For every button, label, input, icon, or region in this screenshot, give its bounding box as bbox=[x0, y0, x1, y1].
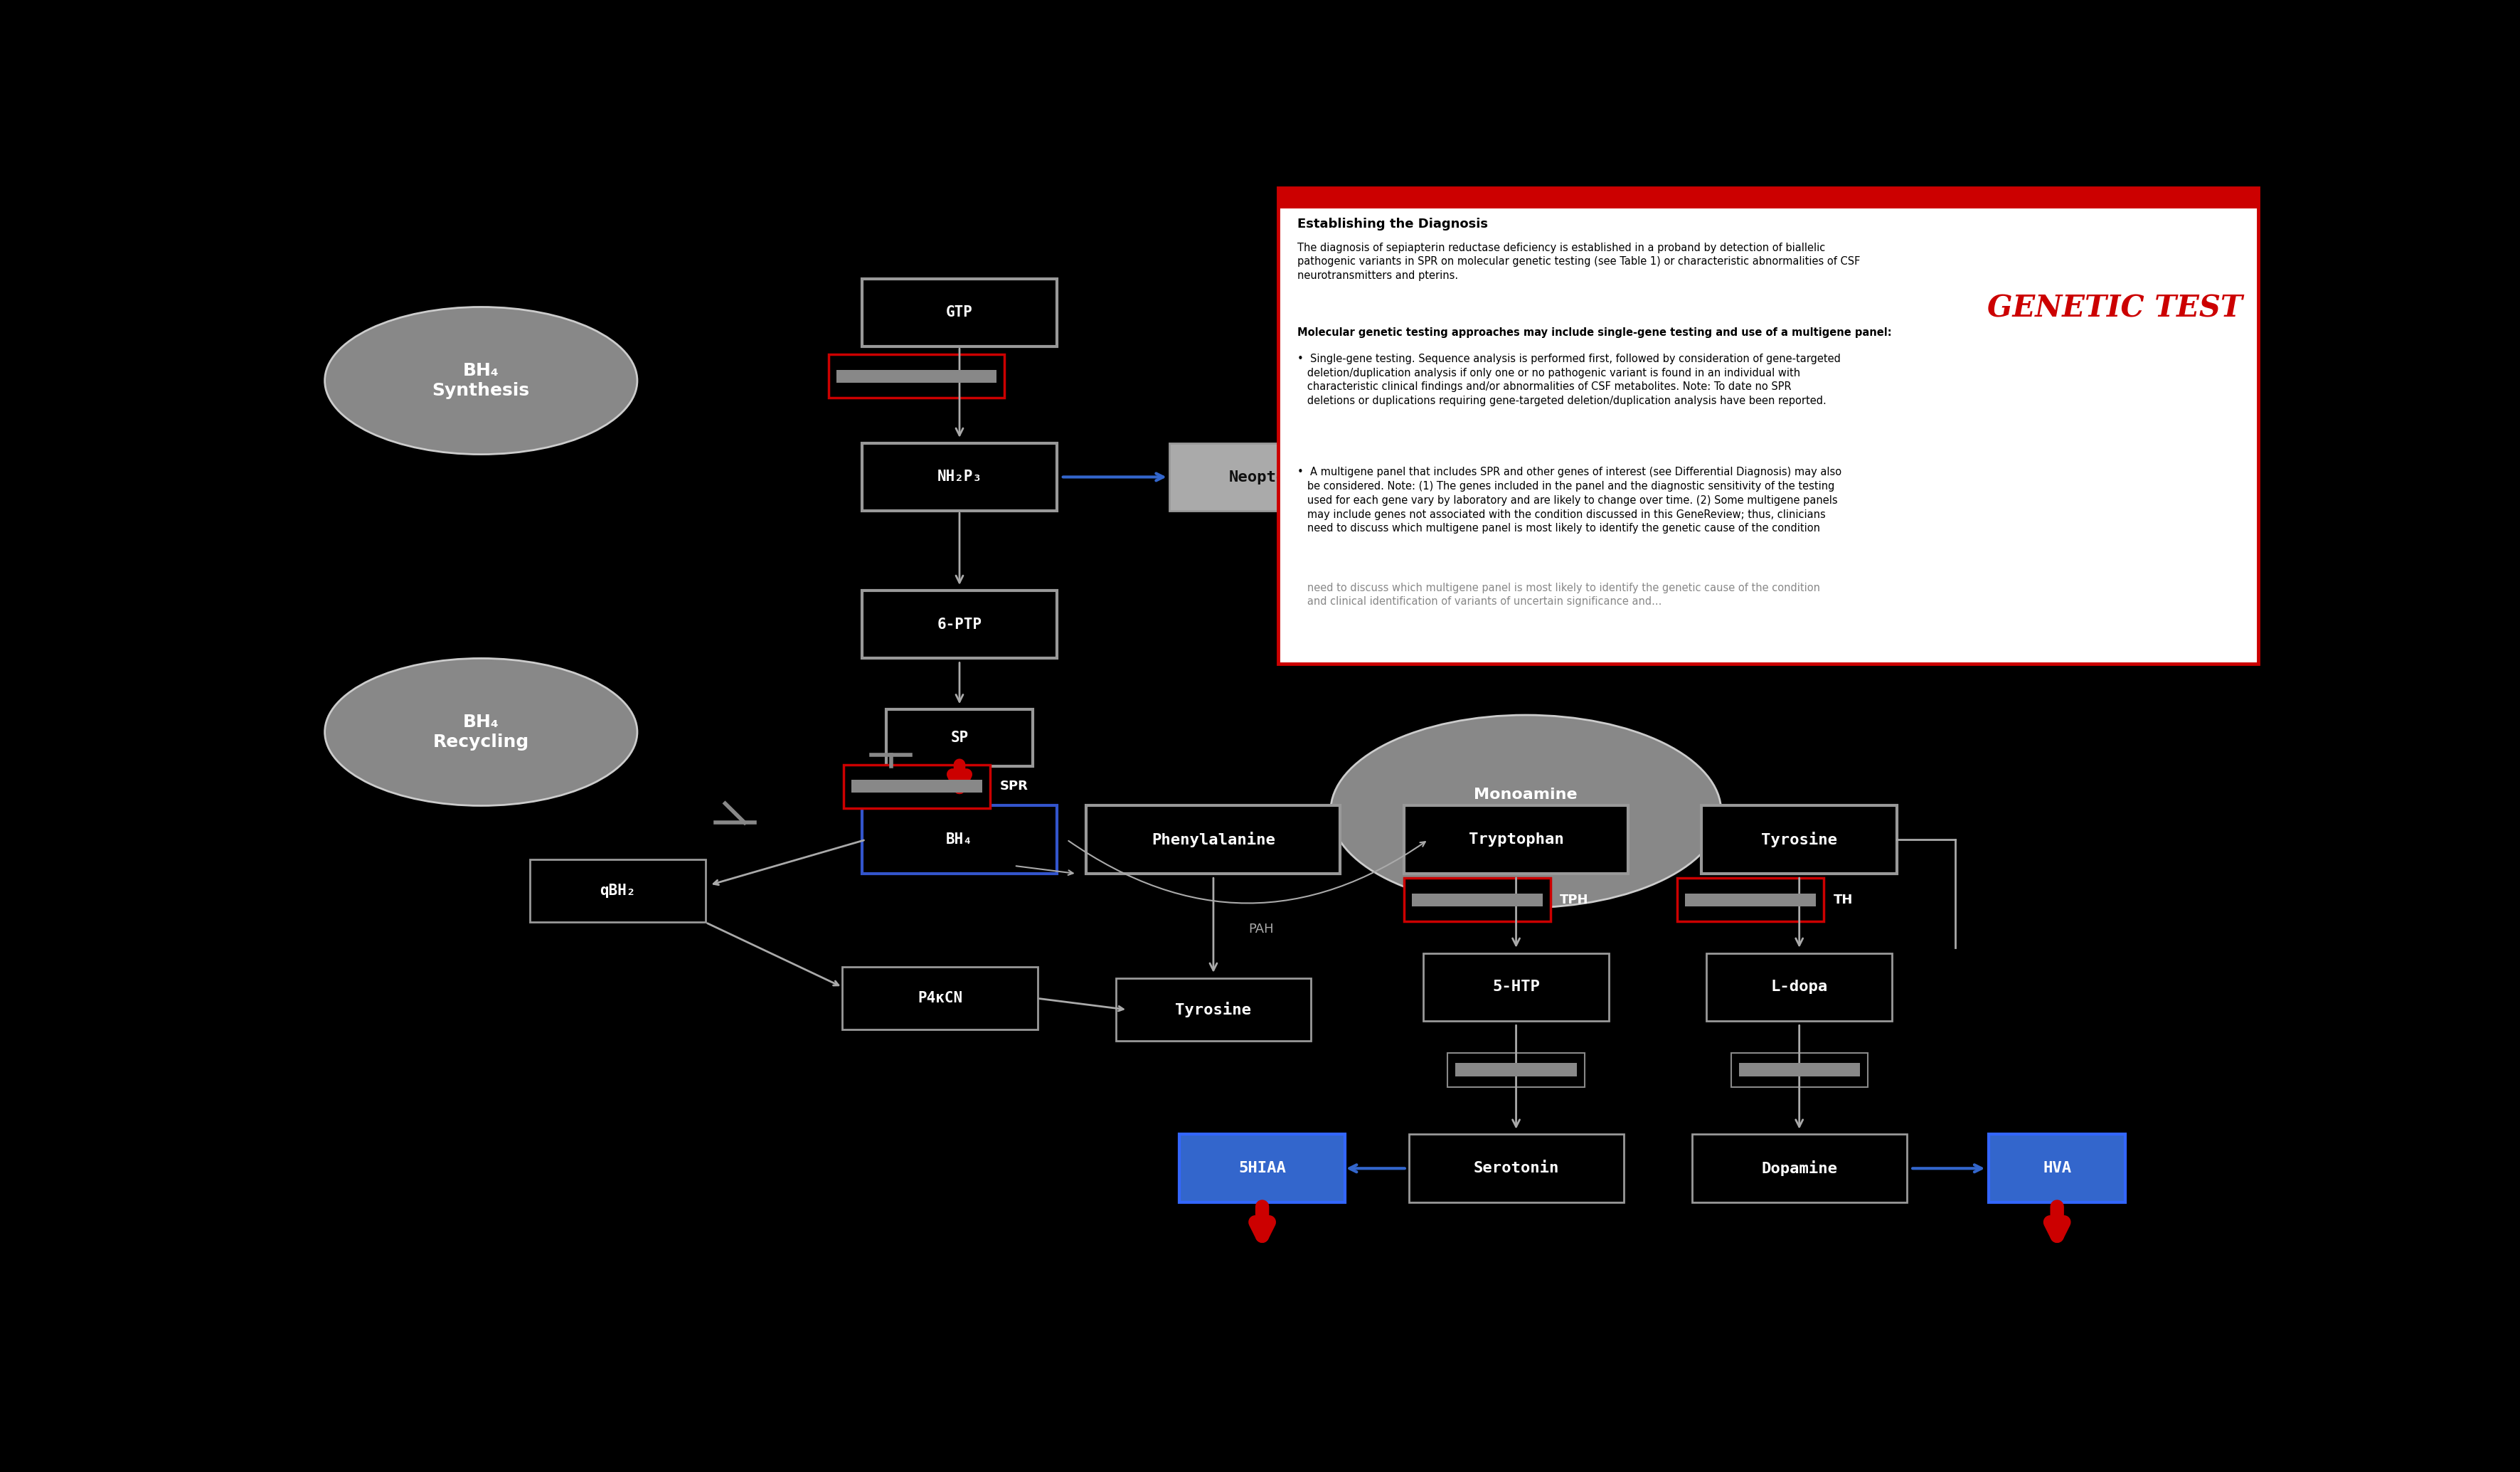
Text: Molecular genetic testing approaches may include single-gene testing and use of : Molecular genetic testing approaches may… bbox=[1298, 327, 1893, 339]
Text: GENETIC TEST: GENETIC TEST bbox=[1988, 293, 2243, 324]
Text: SP: SP bbox=[950, 730, 968, 745]
Text: L-dopa: L-dopa bbox=[1772, 980, 1827, 994]
Text: 5HIAA: 5HIAA bbox=[1237, 1161, 1285, 1176]
Text: 5-HTP: 5-HTP bbox=[1492, 980, 1540, 994]
Text: Monoamine
Synthesis &
Degradation: Monoamine Synthesis & Degradation bbox=[1472, 788, 1580, 835]
Text: Phenylalanine: Phenylalanine bbox=[1152, 832, 1275, 848]
FancyBboxPatch shape bbox=[842, 967, 1038, 1029]
Text: Tryptophan: Tryptophan bbox=[1469, 833, 1565, 846]
Text: Serotonin: Serotonin bbox=[1474, 1161, 1560, 1176]
Text: •  A multigene panel that includes SPR and other genes of interest (see Differen: • A multigene panel that includes SPR an… bbox=[1298, 467, 1842, 534]
FancyBboxPatch shape bbox=[844, 765, 990, 808]
FancyBboxPatch shape bbox=[529, 860, 706, 921]
FancyBboxPatch shape bbox=[1686, 894, 1817, 907]
FancyBboxPatch shape bbox=[862, 590, 1058, 658]
FancyBboxPatch shape bbox=[1731, 1052, 1867, 1086]
FancyBboxPatch shape bbox=[837, 369, 995, 383]
Text: Establishing the Diagnosis: Establishing the Diagnosis bbox=[1298, 218, 1487, 230]
Text: P4κCN: P4κCN bbox=[917, 991, 963, 1005]
Text: GTP: GTP bbox=[945, 306, 973, 319]
FancyBboxPatch shape bbox=[862, 278, 1058, 347]
Text: Tyrosine: Tyrosine bbox=[1761, 832, 1837, 848]
FancyBboxPatch shape bbox=[1706, 952, 1893, 1022]
Text: •  Single-gene testing. Sequence analysis is performed first, followed by consid: • Single-gene testing. Sequence analysis… bbox=[1298, 353, 1840, 406]
FancyBboxPatch shape bbox=[1739, 1063, 1860, 1076]
FancyBboxPatch shape bbox=[1701, 805, 1898, 874]
FancyBboxPatch shape bbox=[1988, 1135, 2124, 1203]
FancyBboxPatch shape bbox=[1457, 1063, 1578, 1076]
Text: BH₄
Synthesis: BH₄ Synthesis bbox=[433, 362, 529, 399]
Ellipse shape bbox=[325, 308, 638, 455]
Text: PAH: PAH bbox=[1247, 923, 1275, 936]
Text: ✓: ✓ bbox=[1363, 445, 1394, 480]
FancyBboxPatch shape bbox=[1409, 1135, 1623, 1203]
Text: BH₄
Recycling: BH₄ Recycling bbox=[433, 714, 529, 751]
FancyBboxPatch shape bbox=[1086, 805, 1341, 874]
FancyBboxPatch shape bbox=[1169, 443, 1373, 511]
FancyBboxPatch shape bbox=[1278, 188, 2258, 209]
Text: Neopterin: Neopterin bbox=[1230, 470, 1315, 484]
Text: 6-PTP: 6-PTP bbox=[937, 617, 983, 631]
Text: Dopamine: Dopamine bbox=[1761, 1160, 1837, 1176]
Text: BH₄: BH₄ bbox=[945, 833, 973, 846]
Text: The diagnosis of sepiapterin reductase deficiency is established in a proband by: The diagnosis of sepiapterin reductase d… bbox=[1298, 243, 1860, 281]
FancyBboxPatch shape bbox=[1278, 188, 2258, 664]
Ellipse shape bbox=[1331, 715, 1721, 908]
Text: need to discuss which multigene panel is most likely to identify the genetic cau: need to discuss which multigene panel is… bbox=[1298, 583, 1819, 606]
FancyBboxPatch shape bbox=[1179, 1135, 1346, 1203]
FancyBboxPatch shape bbox=[1404, 805, 1628, 874]
FancyBboxPatch shape bbox=[887, 710, 1033, 765]
Ellipse shape bbox=[325, 658, 638, 805]
Text: TH: TH bbox=[1835, 894, 1852, 907]
FancyBboxPatch shape bbox=[1424, 952, 1608, 1022]
FancyBboxPatch shape bbox=[1404, 879, 1550, 921]
FancyBboxPatch shape bbox=[1691, 1135, 1908, 1203]
FancyBboxPatch shape bbox=[1678, 879, 1824, 921]
FancyBboxPatch shape bbox=[862, 443, 1058, 511]
FancyBboxPatch shape bbox=[829, 355, 1005, 397]
Text: TPH: TPH bbox=[1560, 894, 1588, 907]
FancyBboxPatch shape bbox=[862, 805, 1058, 874]
Text: HVA: HVA bbox=[2044, 1161, 2071, 1176]
FancyBboxPatch shape bbox=[1411, 894, 1542, 907]
Text: Tyrosine: Tyrosine bbox=[1174, 1002, 1252, 1017]
Text: NH₂P₃: NH₂P₃ bbox=[937, 470, 983, 484]
Text: qBH₂: qBH₂ bbox=[600, 883, 635, 898]
FancyBboxPatch shape bbox=[1116, 979, 1310, 1041]
FancyBboxPatch shape bbox=[852, 780, 983, 793]
FancyBboxPatch shape bbox=[1446, 1052, 1585, 1086]
Text: SPR: SPR bbox=[1000, 780, 1028, 793]
